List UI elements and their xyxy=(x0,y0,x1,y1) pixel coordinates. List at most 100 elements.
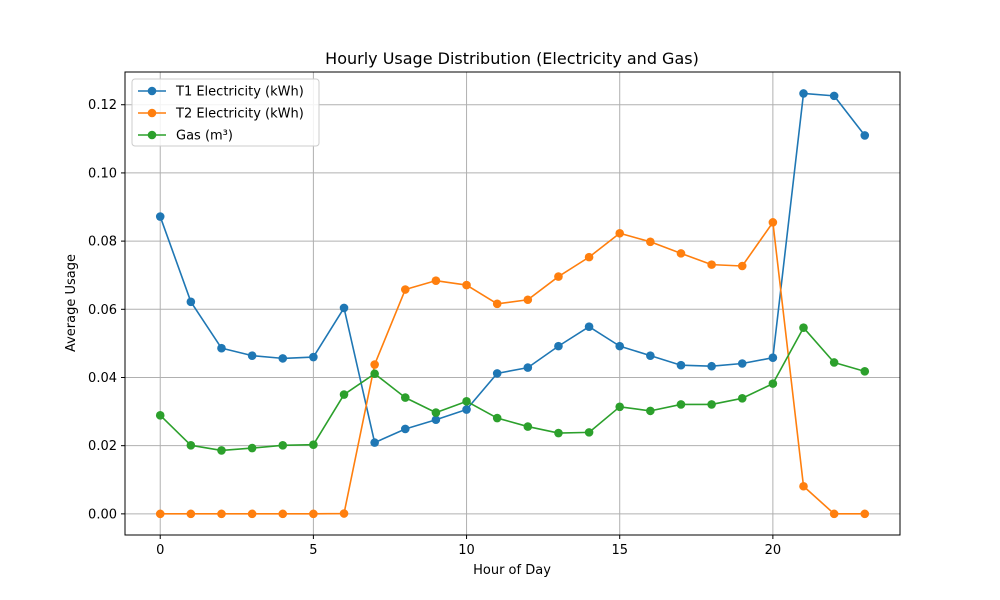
data-point xyxy=(462,405,471,414)
series-line xyxy=(159,92,866,444)
data-point xyxy=(554,272,563,281)
data-point xyxy=(584,428,594,437)
data-point xyxy=(829,91,839,101)
data-point xyxy=(370,360,379,369)
data-point xyxy=(523,295,533,305)
data-point xyxy=(676,400,686,409)
data-point xyxy=(768,353,778,363)
data-point xyxy=(768,379,778,388)
data-point xyxy=(217,509,226,519)
data-point xyxy=(737,393,747,403)
legend-label: T2 Electricity (kWh) xyxy=(175,107,304,122)
data-point xyxy=(584,252,594,262)
series-group xyxy=(155,89,870,519)
data-point xyxy=(523,422,533,431)
data-point xyxy=(492,413,502,423)
data-point xyxy=(400,424,410,434)
data-point xyxy=(186,297,196,307)
data-point xyxy=(217,446,226,455)
data-point xyxy=(860,131,870,140)
data-point xyxy=(155,212,165,221)
data-point xyxy=(462,280,471,290)
y-tick-label: 0.00 xyxy=(88,507,117,522)
data-point xyxy=(431,408,441,417)
x-axis-label: Hour of Day xyxy=(473,563,551,578)
legend: T1 Electricity (kWh) T2 Electricity (kWh)… xyxy=(131,78,320,147)
data-point xyxy=(155,411,165,420)
series-line xyxy=(160,221,865,515)
legend-item: T2 Electricity (kWh) xyxy=(138,107,304,122)
data-point xyxy=(829,509,839,519)
data-point xyxy=(186,509,196,519)
data-point xyxy=(554,341,563,351)
data-point xyxy=(492,299,502,309)
data-point xyxy=(615,402,625,412)
y-tick-label: 0.08 xyxy=(88,235,117,250)
data-point xyxy=(400,393,410,402)
legend-label: Gas (m³) xyxy=(176,129,233,144)
data-point xyxy=(370,369,379,379)
data-point xyxy=(829,358,839,367)
data-point xyxy=(492,369,502,378)
data-point xyxy=(737,359,747,368)
data-point xyxy=(339,509,349,518)
chart-title: Hourly Usage Distribution (Electricity a… xyxy=(325,49,699,68)
x-tick-label: 15 xyxy=(611,543,628,558)
legend-label: T1 Electricity (kWh) xyxy=(175,85,304,100)
data-point xyxy=(768,218,778,227)
data-point xyxy=(339,303,349,313)
data-point xyxy=(217,343,226,353)
legend-box xyxy=(131,78,320,147)
x-tick-label: 10 xyxy=(458,543,475,558)
data-point xyxy=(278,354,288,363)
legend-marker xyxy=(147,108,157,118)
series-1 xyxy=(155,89,870,447)
data-point xyxy=(646,237,655,247)
series-3 xyxy=(155,323,870,455)
y-axis-label: Average Usage xyxy=(64,254,79,352)
data-point xyxy=(523,363,533,372)
data-point xyxy=(309,440,318,449)
legend-item: Gas (m³) xyxy=(138,129,233,144)
series-line xyxy=(159,326,865,452)
data-point xyxy=(278,509,288,519)
legend-marker xyxy=(147,86,157,96)
data-point xyxy=(860,509,870,519)
data-point xyxy=(554,428,563,438)
data-point xyxy=(339,390,349,399)
y-tick-label: 0.12 xyxy=(88,98,117,113)
data-point xyxy=(799,323,808,333)
data-point xyxy=(646,351,655,360)
data-point xyxy=(462,397,471,406)
y-tick-label: 0.06 xyxy=(88,303,117,318)
legend-item: T1 Electricity (kWh) xyxy=(138,85,304,100)
data-point xyxy=(799,89,808,98)
data-point xyxy=(615,341,625,351)
data-point xyxy=(247,443,257,453)
data-point xyxy=(707,361,716,371)
data-point xyxy=(309,352,318,362)
data-point xyxy=(737,261,747,271)
data-point xyxy=(707,400,716,409)
data-point xyxy=(278,441,288,450)
data-point xyxy=(400,285,410,294)
plot-frame xyxy=(124,71,901,536)
data-point xyxy=(370,438,379,447)
x-tick-label: 0 xyxy=(156,543,164,558)
data-point xyxy=(707,260,716,269)
data-point xyxy=(431,276,441,285)
x-tick-label: 20 xyxy=(765,543,782,558)
data-point xyxy=(186,441,196,450)
data-point xyxy=(431,415,441,425)
y-tick-label: 0.04 xyxy=(88,371,117,386)
data-point xyxy=(646,406,655,416)
data-point xyxy=(676,249,686,258)
data-point xyxy=(860,367,870,376)
legend-marker xyxy=(147,130,157,140)
data-point xyxy=(309,509,318,519)
data-point xyxy=(247,509,257,519)
data-point xyxy=(799,481,808,491)
y-tick-label: 0.02 xyxy=(88,439,117,454)
data-point xyxy=(247,351,257,360)
